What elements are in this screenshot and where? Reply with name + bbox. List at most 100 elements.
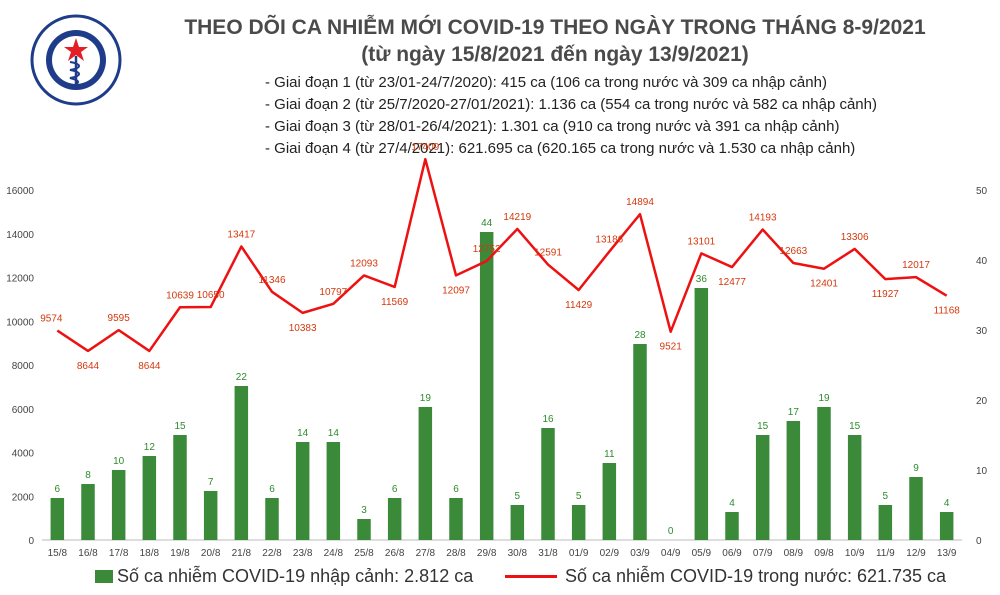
left-axis-tick-label: 0 (28, 536, 34, 547)
bar (173, 435, 187, 540)
bar-value-label: 15 (849, 421, 861, 432)
line-value-label: 9595 (108, 313, 131, 324)
bar-value-label: 19 (420, 393, 432, 404)
title-line-1: THEO DÕI CA NHIỄM MỚI COVID-19 THEO NGÀY… (184, 16, 926, 39)
bar-value-label: 6 (55, 484, 61, 495)
bar (633, 344, 647, 540)
line-value-label: 12663 (779, 246, 807, 257)
bar-value-label: 14 (297, 428, 309, 439)
bar (111, 470, 126, 540)
bar (602, 463, 617, 540)
bar-value-label: 17 (788, 407, 800, 418)
bar (725, 512, 739, 540)
left-axis-tick-label: 6000 (12, 405, 35, 416)
bar-value-label: 6 (453, 484, 459, 495)
line-value-label: 13417 (227, 230, 255, 241)
x-tick-label: 24/8 (324, 548, 344, 559)
x-tick-label: 03/9 (630, 548, 650, 559)
bar (510, 505, 525, 540)
bar (295, 442, 310, 540)
x-tick-label: 05/9 (692, 548, 712, 559)
legend-line-label: Số ca nhiễm COVID-19 trong nước: 621.735… (565, 566, 947, 586)
right-axis-tick-label: 20 (976, 396, 988, 407)
right-axis-tick-label: 40 (976, 256, 988, 267)
bar-value-label: 3 (361, 505, 367, 516)
bar-value-label: 9 (913, 463, 919, 474)
x-tick-label: 09/8 (814, 548, 834, 559)
bar-value-label: 7 (208, 477, 214, 488)
bar-value-label: 0 (668, 526, 674, 537)
line-value-label: 12093 (350, 258, 378, 269)
bar-value-label: 14 (328, 428, 340, 439)
bar-value-label: 4 (729, 498, 735, 509)
bar (449, 498, 463, 540)
line-value-label: 14193 (749, 213, 777, 224)
bar-value-label: 15 (174, 421, 186, 432)
svg-text:BỘ Y TẾ: BỘ Y TẾ (59, 21, 93, 33)
bar-value-label: 5 (883, 491, 889, 502)
left-axis-tick-label: 16000 (6, 186, 34, 197)
bar-value-label: 8 (85, 470, 91, 481)
bar (817, 407, 831, 540)
line-value-label: 9574 (40, 314, 63, 325)
line-value-label: 10797 (319, 287, 347, 298)
x-tick-label: 15/8 (48, 548, 68, 559)
bar (326, 442, 341, 540)
bar-value-label: 44 (481, 218, 493, 229)
line-value-label: 12752 (473, 244, 501, 255)
left-axis-tick-label: 8000 (12, 361, 35, 372)
bar-value-label: 36 (696, 274, 708, 285)
bar (479, 232, 494, 540)
bar-value-label: 15 (757, 421, 769, 432)
bar (81, 484, 95, 540)
bar-value-label: 6 (392, 484, 398, 495)
left-axis-tick-label: 10000 (6, 317, 34, 328)
x-tick-label: 30/8 (508, 548, 528, 559)
x-tick-label: 31/8 (538, 548, 558, 559)
legend-bar-swatch (95, 570, 113, 583)
domestic-cases-line (56, 157, 948, 353)
legend-bar-label: Số ca nhiễm COVID-19 nhập cảnh: 2.812 ca (117, 566, 474, 586)
bar (357, 519, 371, 540)
line-value-label: 14219 (503, 212, 531, 223)
bar (571, 505, 586, 540)
ministry-of-health-logo: BỘ Y TẾ MINISTRY OF HEALTH (30, 14, 122, 106)
bar (909, 477, 923, 540)
legend-line-swatch (505, 575, 557, 578)
bar-value-label: 12 (144, 442, 156, 453)
x-tick-label: 21/8 (232, 548, 252, 559)
x-tick-label: 10/9 (845, 548, 865, 559)
line-value-label: 12591 (534, 248, 562, 259)
phase-1: - Giai đoạn 1 (từ 23/01-24/7/2020): 415 … (265, 74, 827, 91)
line-value-label: 10650 (197, 290, 225, 301)
left-axis-tick-label: 2000 (12, 492, 35, 503)
left-axis-tick-label: 4000 (12, 449, 35, 460)
x-tick-label: 06/9 (722, 548, 742, 559)
bar (265, 498, 279, 540)
logo-top-text: BỘ Y TẾ (59, 21, 93, 33)
star-icon (64, 38, 88, 61)
bar (142, 456, 157, 540)
line-value-label: 11429 (565, 300, 593, 311)
line-value-label: 8644 (77, 361, 100, 372)
right-axis-tick-label: 10 (976, 466, 988, 477)
line-value-label: 14894 (626, 197, 654, 208)
x-tick-label: 11/9 (876, 548, 895, 559)
line-value-label: 11927 (872, 289, 900, 300)
line-value-label: 11168 (934, 306, 961, 317)
chart-legend: Số ca nhiễm COVID-19 nhập cảnh: 2.812 ca… (0, 566, 1000, 592)
left-axis-tick-label: 12000 (6, 274, 34, 285)
line-value-label: 13186 (595, 235, 623, 246)
line-value-label: 10383 (289, 323, 317, 334)
bar (387, 498, 402, 540)
bar (786, 421, 801, 540)
chart-title: THEO DÕI CA NHIỄM MỚI COVID-19 THEO NGÀY… (130, 14, 980, 68)
bar-value-label: 19 (818, 393, 830, 404)
line-value-label: 12017 (902, 260, 930, 271)
bar (50, 498, 65, 540)
line-value-label: 11569 (381, 297, 409, 308)
phase-2: - Giai đoạn 2 (từ 25/7/2020-27/01/2021):… (265, 96, 877, 113)
line-value-label: 12401 (810, 279, 838, 290)
legend-bar-item: Số ca nhiễm COVID-19 nhập cảnh: 2.812 ca (95, 566, 473, 587)
bar-value-label: 16 (542, 414, 554, 425)
